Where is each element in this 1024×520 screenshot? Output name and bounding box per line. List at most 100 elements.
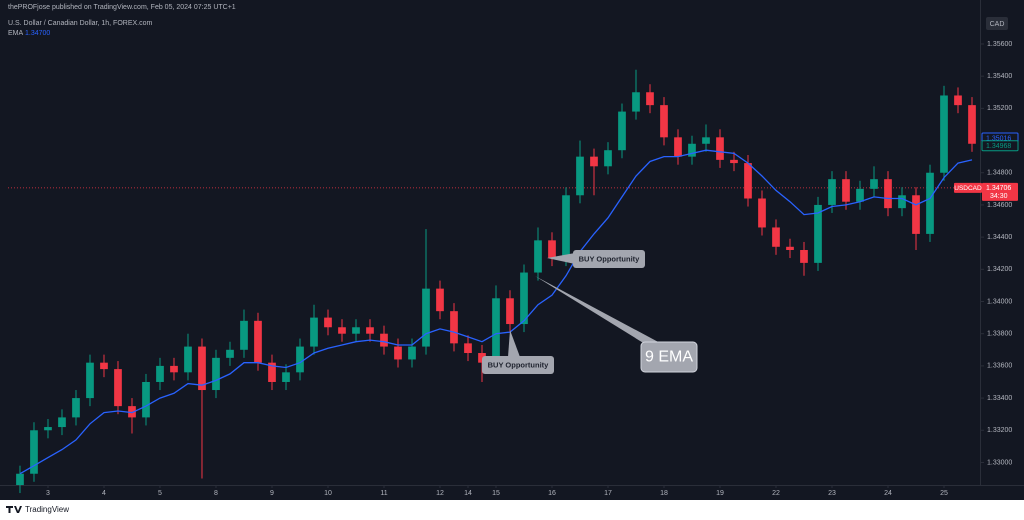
candle-body: [240, 320, 248, 350]
candle-body: [954, 95, 962, 106]
legend-value: 1.34700: [25, 30, 50, 37]
candle-body: [254, 320, 262, 363]
y-tick-label: 1.33400: [987, 395, 1012, 402]
candle-body: [296, 346, 304, 373]
candle-body: [58, 417, 66, 428]
candle-body: [338, 327, 346, 334]
y-tick-label: 1.33800: [987, 331, 1012, 338]
candle-body: [450, 311, 458, 344]
price-tag-label: 1.34706: [986, 185, 1011, 192]
currency: CAD: [990, 21, 1005, 28]
price-tag: [982, 182, 1018, 201]
candle-body: [828, 179, 836, 205]
candle-body: [576, 156, 584, 196]
annotation: BUY Opportunity: [579, 254, 641, 263]
x-tick-label: 10: [324, 490, 332, 497]
candle-body: [730, 159, 738, 164]
candle-body: [142, 381, 150, 418]
candle-body: [114, 369, 122, 407]
x-tick-label: 25: [940, 490, 948, 497]
candle-body: [464, 343, 472, 354]
candle-body: [548, 240, 556, 259]
candle-body: [380, 333, 388, 347]
candle-body: [674, 137, 682, 157]
x-tick-label: 24: [884, 490, 892, 497]
candle-body: [198, 346, 206, 391]
candle-body: [702, 137, 710, 144]
x-tick-label: 17: [604, 490, 612, 497]
callout-pointer: [535, 276, 662, 344]
callout-box: [482, 356, 554, 374]
candle-body: [16, 473, 24, 485]
x-tick-label: 16: [548, 490, 556, 497]
currency-box: [986, 17, 1008, 30]
candle-body: [422, 288, 430, 347]
candle-body: [366, 327, 374, 334]
attribution: thePROFjose published on TradingView.com…: [8, 4, 236, 11]
candle-body: [604, 150, 612, 167]
candle-body: [436, 288, 444, 312]
annotation: BUY Opportunity: [488, 360, 550, 369]
y-tick-label: 1.34600: [987, 202, 1012, 209]
candle-body: [72, 398, 80, 418]
candle-body: [842, 179, 850, 202]
candle-body: [352, 327, 360, 334]
footer-brand: TradingView: [25, 505, 69, 514]
candle-body: [282, 372, 290, 382]
x-tick-label: 9: [270, 490, 274, 497]
candle-body: [184, 346, 192, 373]
candle-body: [744, 163, 752, 199]
candle-body: [520, 272, 528, 325]
candle-body: [408, 346, 416, 360]
y-tick-label: 1.33000: [987, 459, 1012, 466]
ema-line: [19, 149, 973, 475]
x-tick-label: 4: [102, 490, 106, 497]
y-tick-label: 1.35600: [987, 41, 1012, 48]
candle-body: [926, 172, 934, 234]
callout-box: [573, 250, 645, 268]
candle-body: [618, 111, 626, 151]
candle-body: [632, 92, 640, 112]
callout-pointer: [547, 253, 575, 264]
candle-body: [884, 179, 892, 209]
candle-body: [772, 227, 780, 247]
symbol-tag: [954, 182, 982, 193]
x-tick-label: 8: [214, 490, 218, 497]
callout-box: [640, 341, 698, 373]
plot-area: [8, 69, 980, 494]
price-marker-label: 1.34968: [986, 143, 1011, 150]
candle-body: [86, 362, 94, 399]
x-tick-label: 11: [380, 490, 387, 497]
candle-body: [44, 427, 52, 431]
candle-body: [100, 362, 108, 370]
callout-pointer: [508, 330, 520, 357]
candle-body: [912, 195, 920, 234]
candle-body: [758, 198, 766, 228]
candle-body: [800, 250, 808, 263]
annotation: 9 EMA: [645, 349, 693, 366]
x-tick-label: 19: [716, 490, 724, 497]
candle-body: [128, 406, 136, 418]
chart-title: U.S. Dollar / Canadian Dollar, 1h, FOREX…: [8, 20, 153, 27]
candle-body: [310, 317, 318, 347]
symbol-label: USDCAD: [954, 185, 982, 192]
candle-body: [156, 365, 164, 382]
candle-body: [268, 362, 276, 382]
candle-body: [660, 105, 668, 138]
x-tick-label: 15: [492, 490, 500, 497]
candle-body: [688, 143, 696, 157]
candle-body: [968, 105, 976, 144]
footer-bar: [0, 500, 1024, 520]
candle-body: [814, 204, 822, 263]
candle-body: [506, 298, 514, 325]
candle-body: [786, 246, 794, 250]
candle-body: [856, 188, 864, 202]
candle-body: [212, 357, 220, 391]
y-tick-label: 1.35200: [987, 105, 1012, 112]
candle-body: [940, 95, 948, 173]
legend-name: EMA: [8, 30, 24, 37]
candle-body: [562, 195, 570, 259]
y-tick-label: 1.35400: [987, 73, 1012, 80]
